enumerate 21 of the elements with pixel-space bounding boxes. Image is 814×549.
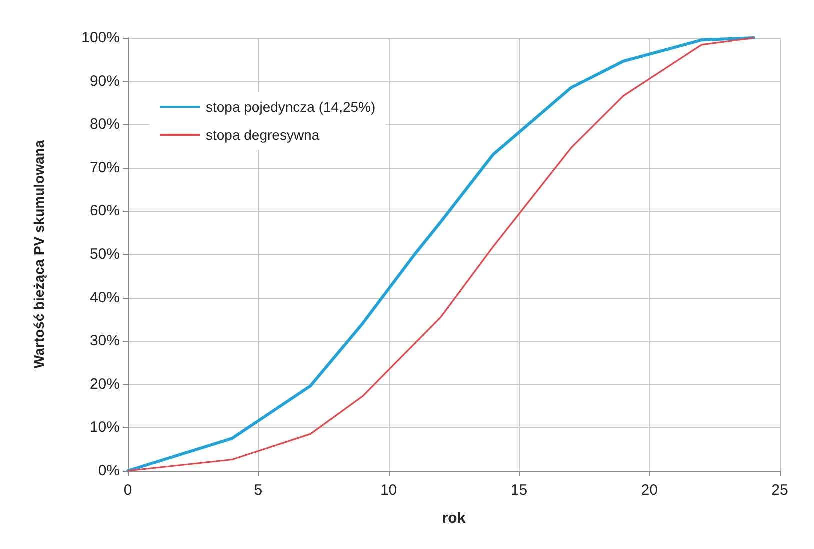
y-axis-title: Wartość bieżąca PV skumulowana	[31, 140, 47, 369]
y-tick-label: 100%	[82, 30, 120, 46]
y-tick-label: 80%	[90, 116, 120, 134]
legend-label: stopa degresywna	[206, 127, 320, 143]
x-tick-label: 20	[641, 482, 658, 499]
y-tick-label: 60%	[90, 202, 120, 220]
y-tick-label: 90%	[90, 72, 120, 90]
y-tick-label: 20%	[90, 376, 120, 393]
x-tick-label: 25	[772, 482, 788, 499]
x-tick-label: 0	[124, 482, 132, 499]
x-axis-title: rok	[442, 510, 466, 527]
legend-label: stopa pojedyncza (14,25%)	[206, 99, 376, 115]
y-tick-label: 30%	[90, 332, 120, 350]
x-tick-label: 10	[380, 482, 398, 499]
y-tick-label: 0%	[98, 462, 120, 480]
y-tick-label: 40%	[90, 289, 120, 306]
y-tick-label: 70%	[90, 159, 120, 176]
y-tick-label: 10%	[90, 419, 120, 436]
x-tick-label: 5	[254, 482, 263, 499]
x-tick-label: 15	[510, 482, 528, 499]
y-tick-label: 50%	[90, 246, 120, 263]
